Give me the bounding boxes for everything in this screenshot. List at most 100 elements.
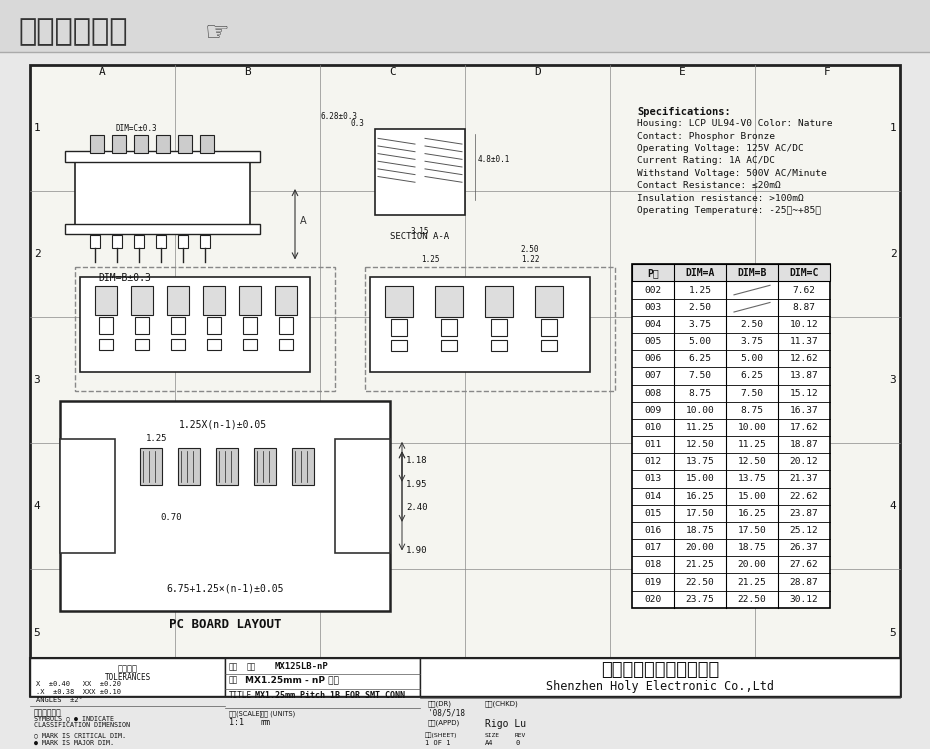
Bar <box>279 339 293 351</box>
Text: 检验尺寸标示: 检验尺寸标示 <box>34 708 61 717</box>
Text: 11.25: 11.25 <box>685 423 714 432</box>
Bar <box>243 339 257 351</box>
Text: Contact Resistance: ≤20mΩ: Contact Resistance: ≤20mΩ <box>637 181 781 190</box>
Text: 007: 007 <box>644 372 661 380</box>
Bar <box>90 136 104 153</box>
Text: 5: 5 <box>33 628 40 637</box>
Text: ● MARK IS MAJOR DIM.: ● MARK IS MAJOR DIM. <box>34 739 114 745</box>
Text: 1.25X(n-1)±0.05: 1.25X(n-1)±0.05 <box>179 419 267 429</box>
Bar <box>95 286 117 315</box>
Text: 019: 019 <box>644 577 661 586</box>
Bar <box>80 276 310 372</box>
Bar <box>75 267 335 391</box>
Bar <box>99 317 113 334</box>
Text: 16.25: 16.25 <box>737 509 766 518</box>
Bar <box>279 317 293 334</box>
Text: Operating Temperature: -25℃~+85℃: Operating Temperature: -25℃~+85℃ <box>637 206 821 215</box>
Text: 11.37: 11.37 <box>790 337 818 346</box>
Text: 22.50: 22.50 <box>737 595 766 604</box>
Text: 21.37: 21.37 <box>790 475 818 484</box>
Text: 17.50: 17.50 <box>685 509 714 518</box>
Text: 3.75: 3.75 <box>688 320 711 329</box>
Text: 20.00: 20.00 <box>737 560 766 569</box>
Bar <box>441 318 457 336</box>
Text: 13.75: 13.75 <box>685 458 714 467</box>
Text: 10.00: 10.00 <box>737 423 766 432</box>
Text: MX1.25mm Pitch 1B FOR SMT CONN: MX1.25mm Pitch 1B FOR SMT CONN <box>255 691 405 700</box>
Text: C: C <box>389 67 396 76</box>
Bar <box>171 339 185 351</box>
Text: E: E <box>679 67 685 76</box>
Text: 比例(SCALE): 比例(SCALE) <box>229 710 263 717</box>
Text: 10.12: 10.12 <box>790 320 818 329</box>
Text: 3.15: 3.15 <box>411 227 430 236</box>
Text: REV: REV <box>515 733 526 738</box>
Text: 5: 5 <box>890 628 897 637</box>
Text: PC BOARD LAYOUT: PC BOARD LAYOUT <box>168 618 281 631</box>
Bar <box>435 286 463 317</box>
Text: CLASSIFICATION DIMENSION: CLASSIFICATION DIMENSION <box>34 722 130 728</box>
Text: 22.50: 22.50 <box>685 577 714 586</box>
Text: ☞: ☞ <box>205 19 230 47</box>
Text: DIM=B: DIM=B <box>737 268 766 278</box>
Text: A: A <box>100 67 106 76</box>
Text: 014: 014 <box>644 491 661 500</box>
Text: P数: P数 <box>647 268 658 278</box>
Bar <box>391 318 407 336</box>
Text: 11.25: 11.25 <box>737 440 766 449</box>
Bar <box>140 449 162 485</box>
Text: SIZE: SIZE <box>485 733 500 738</box>
Bar <box>541 318 557 336</box>
Text: SECTION A-A: SECTION A-A <box>391 231 449 240</box>
Bar <box>30 65 900 696</box>
Bar <box>99 339 113 351</box>
Bar <box>375 129 465 215</box>
Text: E: E <box>679 684 685 694</box>
Bar <box>441 340 457 351</box>
Bar <box>207 317 221 334</box>
Text: Specifications:: Specifications: <box>637 107 731 117</box>
Text: DIM=B±0.3: DIM=B±0.3 <box>99 273 152 283</box>
Text: 13.75: 13.75 <box>737 475 766 484</box>
Text: 009: 009 <box>644 406 661 415</box>
Bar <box>207 339 221 351</box>
Text: 3: 3 <box>33 375 40 385</box>
Text: 7.62: 7.62 <box>792 285 816 294</box>
Text: 16.37: 16.37 <box>790 406 818 415</box>
Bar <box>178 449 200 485</box>
Text: 2.50: 2.50 <box>740 320 764 329</box>
Text: 2: 2 <box>33 249 40 259</box>
Text: 18.87: 18.87 <box>790 440 818 449</box>
Text: 12.50: 12.50 <box>737 458 766 467</box>
Text: TITLE: TITLE <box>229 691 252 700</box>
Text: 012: 012 <box>644 458 661 467</box>
Text: 17.62: 17.62 <box>790 423 818 432</box>
Bar <box>60 401 390 610</box>
Bar <box>292 449 314 485</box>
Text: D: D <box>534 684 541 694</box>
Text: 006: 006 <box>644 354 661 363</box>
Text: 020: 020 <box>644 595 661 604</box>
Bar <box>134 136 148 153</box>
Bar <box>0 0 930 52</box>
Bar <box>178 136 192 153</box>
Text: A: A <box>300 216 307 226</box>
Bar <box>75 157 250 234</box>
Text: 011: 011 <box>644 440 661 449</box>
Text: 004: 004 <box>644 320 661 329</box>
Text: A: A <box>100 684 106 694</box>
Text: 18.75: 18.75 <box>685 526 714 535</box>
Text: 工程: 工程 <box>229 662 238 671</box>
Text: Insulation resistance: >100mΩ: Insulation resistance: >100mΩ <box>637 194 804 203</box>
Text: 21.25: 21.25 <box>685 560 714 569</box>
Bar <box>203 286 225 315</box>
Text: X  ±0.40   XX  ±0.20: X ±0.40 XX ±0.20 <box>36 682 121 688</box>
Bar <box>632 264 830 282</box>
Text: 0.70: 0.70 <box>160 513 181 522</box>
Text: 12.62: 12.62 <box>790 354 818 363</box>
Text: 20.00: 20.00 <box>685 543 714 552</box>
Text: 21.25: 21.25 <box>737 577 766 586</box>
Text: 1.95: 1.95 <box>406 479 428 488</box>
Bar <box>90 234 100 248</box>
Bar <box>275 286 297 315</box>
